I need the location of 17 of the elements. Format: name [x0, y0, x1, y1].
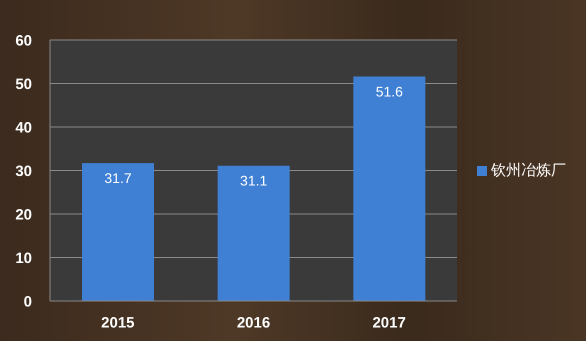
legend-label: 钦州冶炼厂 — [491, 162, 566, 179]
data-label: 51.6 — [376, 83, 404, 100]
y-tick-label: 40 — [15, 119, 32, 136]
x-tick-label: 2016 — [236, 314, 270, 332]
x-tick-label: 2015 — [101, 314, 135, 332]
y-tick-label: 50 — [15, 76, 32, 93]
y-tick-label: 10 — [15, 250, 32, 267]
y-tick-label: 60 — [15, 32, 32, 50]
bar — [353, 76, 426, 301]
data-label: 31.1 — [240, 172, 268, 189]
y-tick-label: 0 — [24, 293, 32, 310]
x-tick-label: 2017 — [372, 314, 406, 332]
y-tick-label: 20 — [15, 206, 32, 224]
data-label: 31.7 — [104, 170, 132, 186]
y-tick-label: 30 — [15, 162, 32, 180]
bar — [218, 166, 290, 301]
bar — [82, 163, 154, 301]
